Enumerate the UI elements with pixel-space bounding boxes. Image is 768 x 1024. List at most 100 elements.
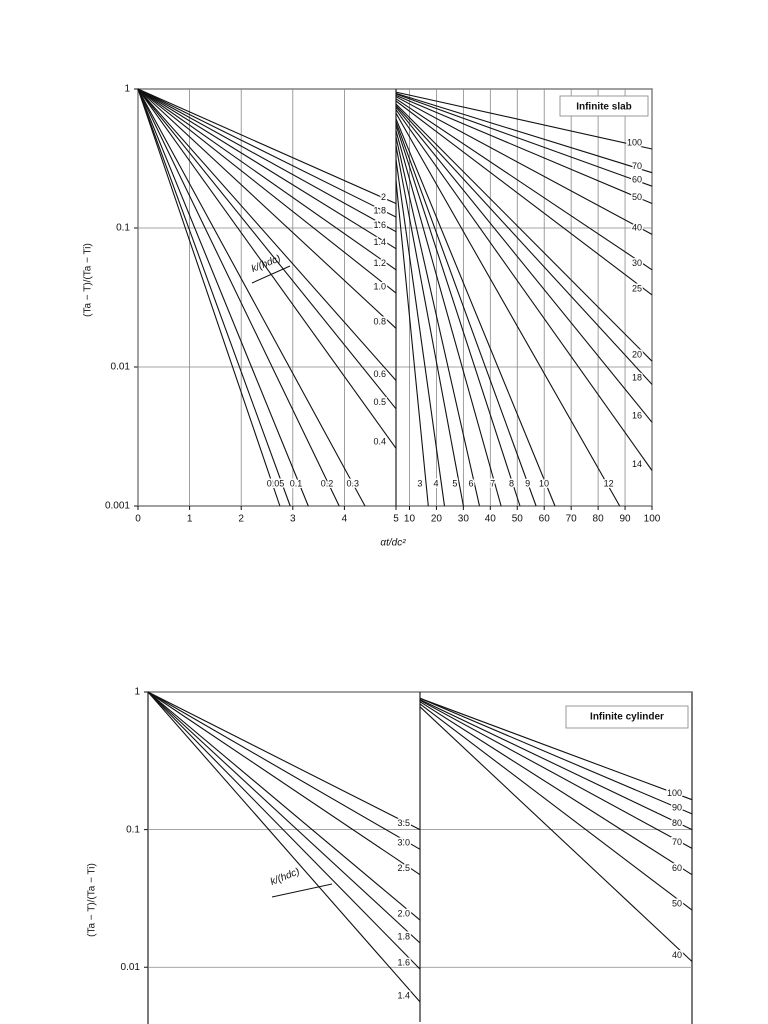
curve-label: 20 xyxy=(632,350,642,360)
y-tick-label: 0.01 xyxy=(111,362,131,373)
title-box xyxy=(565,705,689,729)
curve xyxy=(419,701,693,876)
curve-label: 0.1 xyxy=(290,478,303,488)
curve xyxy=(137,88,397,205)
curve xyxy=(137,88,397,381)
curve xyxy=(395,96,653,235)
y-tick-label: 1 xyxy=(124,84,130,95)
x-tick-label: 60 xyxy=(539,514,551,525)
y-axis-label: (Ta − T)/(Ta − Ti) xyxy=(87,863,98,937)
annotation-bg xyxy=(244,256,288,270)
curve xyxy=(137,88,340,507)
x-tick-label: 100 xyxy=(644,514,661,525)
curve xyxy=(137,88,309,507)
curve xyxy=(147,691,421,831)
curve xyxy=(419,697,693,815)
curve-label: 0.05 xyxy=(267,478,285,488)
curve-label: 30 xyxy=(632,258,642,268)
curve xyxy=(137,88,291,507)
x-tick-label: 3 xyxy=(290,514,296,525)
curve-label: 50 xyxy=(632,192,642,202)
curve xyxy=(137,88,281,507)
x-tick-label: 2 xyxy=(238,514,244,525)
curve xyxy=(147,691,421,876)
curve xyxy=(395,112,621,507)
annotation: k/(hdc) xyxy=(269,866,301,888)
x-tick-label: 90 xyxy=(619,514,631,525)
curve-label: 0.8 xyxy=(373,317,386,327)
curve xyxy=(395,106,653,423)
x-tick-label: 80 xyxy=(593,514,605,525)
curve-label: 25 xyxy=(632,283,642,293)
curve xyxy=(395,105,653,385)
curve-label: 18 xyxy=(632,373,642,383)
annotation-arrow xyxy=(271,883,333,898)
x-tick-label: 5 xyxy=(393,514,399,525)
curve-label: 1.0 xyxy=(373,281,386,291)
curve-label: 40 xyxy=(632,223,642,233)
curve-label: 1.6 xyxy=(373,220,386,230)
curve xyxy=(395,94,653,205)
x-tick-label: 1 xyxy=(187,514,193,525)
curve xyxy=(395,180,429,507)
curve xyxy=(419,699,693,831)
curve xyxy=(419,703,693,911)
curve-label: 1.4 xyxy=(397,990,410,1000)
curve xyxy=(395,92,653,174)
curve-label: 14 xyxy=(632,459,642,469)
x-tick-label: 50 xyxy=(512,514,524,525)
curve-label: 3 xyxy=(417,478,422,488)
curve xyxy=(419,697,693,801)
y-axis-label: (Ta − T)/(Ta − Ti) xyxy=(83,243,94,317)
curve xyxy=(395,130,502,507)
y-tick-label: 1 xyxy=(134,687,140,698)
curve xyxy=(147,691,421,850)
x-tick-label: 40 xyxy=(485,514,497,525)
curve xyxy=(395,103,653,362)
y-tick-label: 0.1 xyxy=(126,824,140,835)
curve-label: 16 xyxy=(632,411,642,421)
curve-label: 80 xyxy=(672,818,682,828)
curve xyxy=(395,137,481,507)
curve-label: 1.4 xyxy=(373,237,386,247)
curve-label: 0.4 xyxy=(373,437,386,447)
annotation-bg xyxy=(263,870,307,884)
y-tick-label: 0.1 xyxy=(116,223,130,234)
curve-label: 60 xyxy=(632,175,642,185)
curve-label: 40 xyxy=(672,950,682,960)
curve-label: 3.5 xyxy=(397,818,410,828)
curve-label: 90 xyxy=(672,802,682,812)
x-tick-label: 10 xyxy=(404,514,416,525)
curve xyxy=(137,88,397,218)
curve xyxy=(137,88,397,294)
curve-label: 12 xyxy=(604,478,614,488)
x-axis-label: αt/dc² xyxy=(380,538,406,549)
x-tick-label: 4 xyxy=(342,514,348,525)
curve-label: 2 xyxy=(381,192,386,202)
curve xyxy=(395,145,464,507)
plot-frame xyxy=(137,88,653,507)
curve-label: 9 xyxy=(525,478,530,488)
curve-label: 0.5 xyxy=(373,397,386,407)
curve-label: 100 xyxy=(627,137,642,147)
curve-label: 100 xyxy=(667,788,682,798)
curve xyxy=(395,91,653,150)
curve-label: 5 xyxy=(452,478,457,488)
curve-label: 0.2 xyxy=(321,478,334,488)
curve xyxy=(137,88,397,250)
curve-label: 0.6 xyxy=(373,369,386,379)
chart-title: Infinite cylinder xyxy=(590,712,664,723)
x-tick-label: 70 xyxy=(566,514,578,525)
curve-label: 7 xyxy=(490,478,495,488)
curve xyxy=(395,121,537,507)
curve xyxy=(419,699,693,849)
title-box xyxy=(559,95,649,117)
curve-label: 0.3 xyxy=(347,478,360,488)
curve-label: 0 xyxy=(269,478,274,488)
curve-label: 2.5 xyxy=(397,863,410,873)
curve xyxy=(147,691,421,970)
curve xyxy=(395,124,521,507)
curve xyxy=(395,109,653,471)
curve xyxy=(137,88,397,233)
